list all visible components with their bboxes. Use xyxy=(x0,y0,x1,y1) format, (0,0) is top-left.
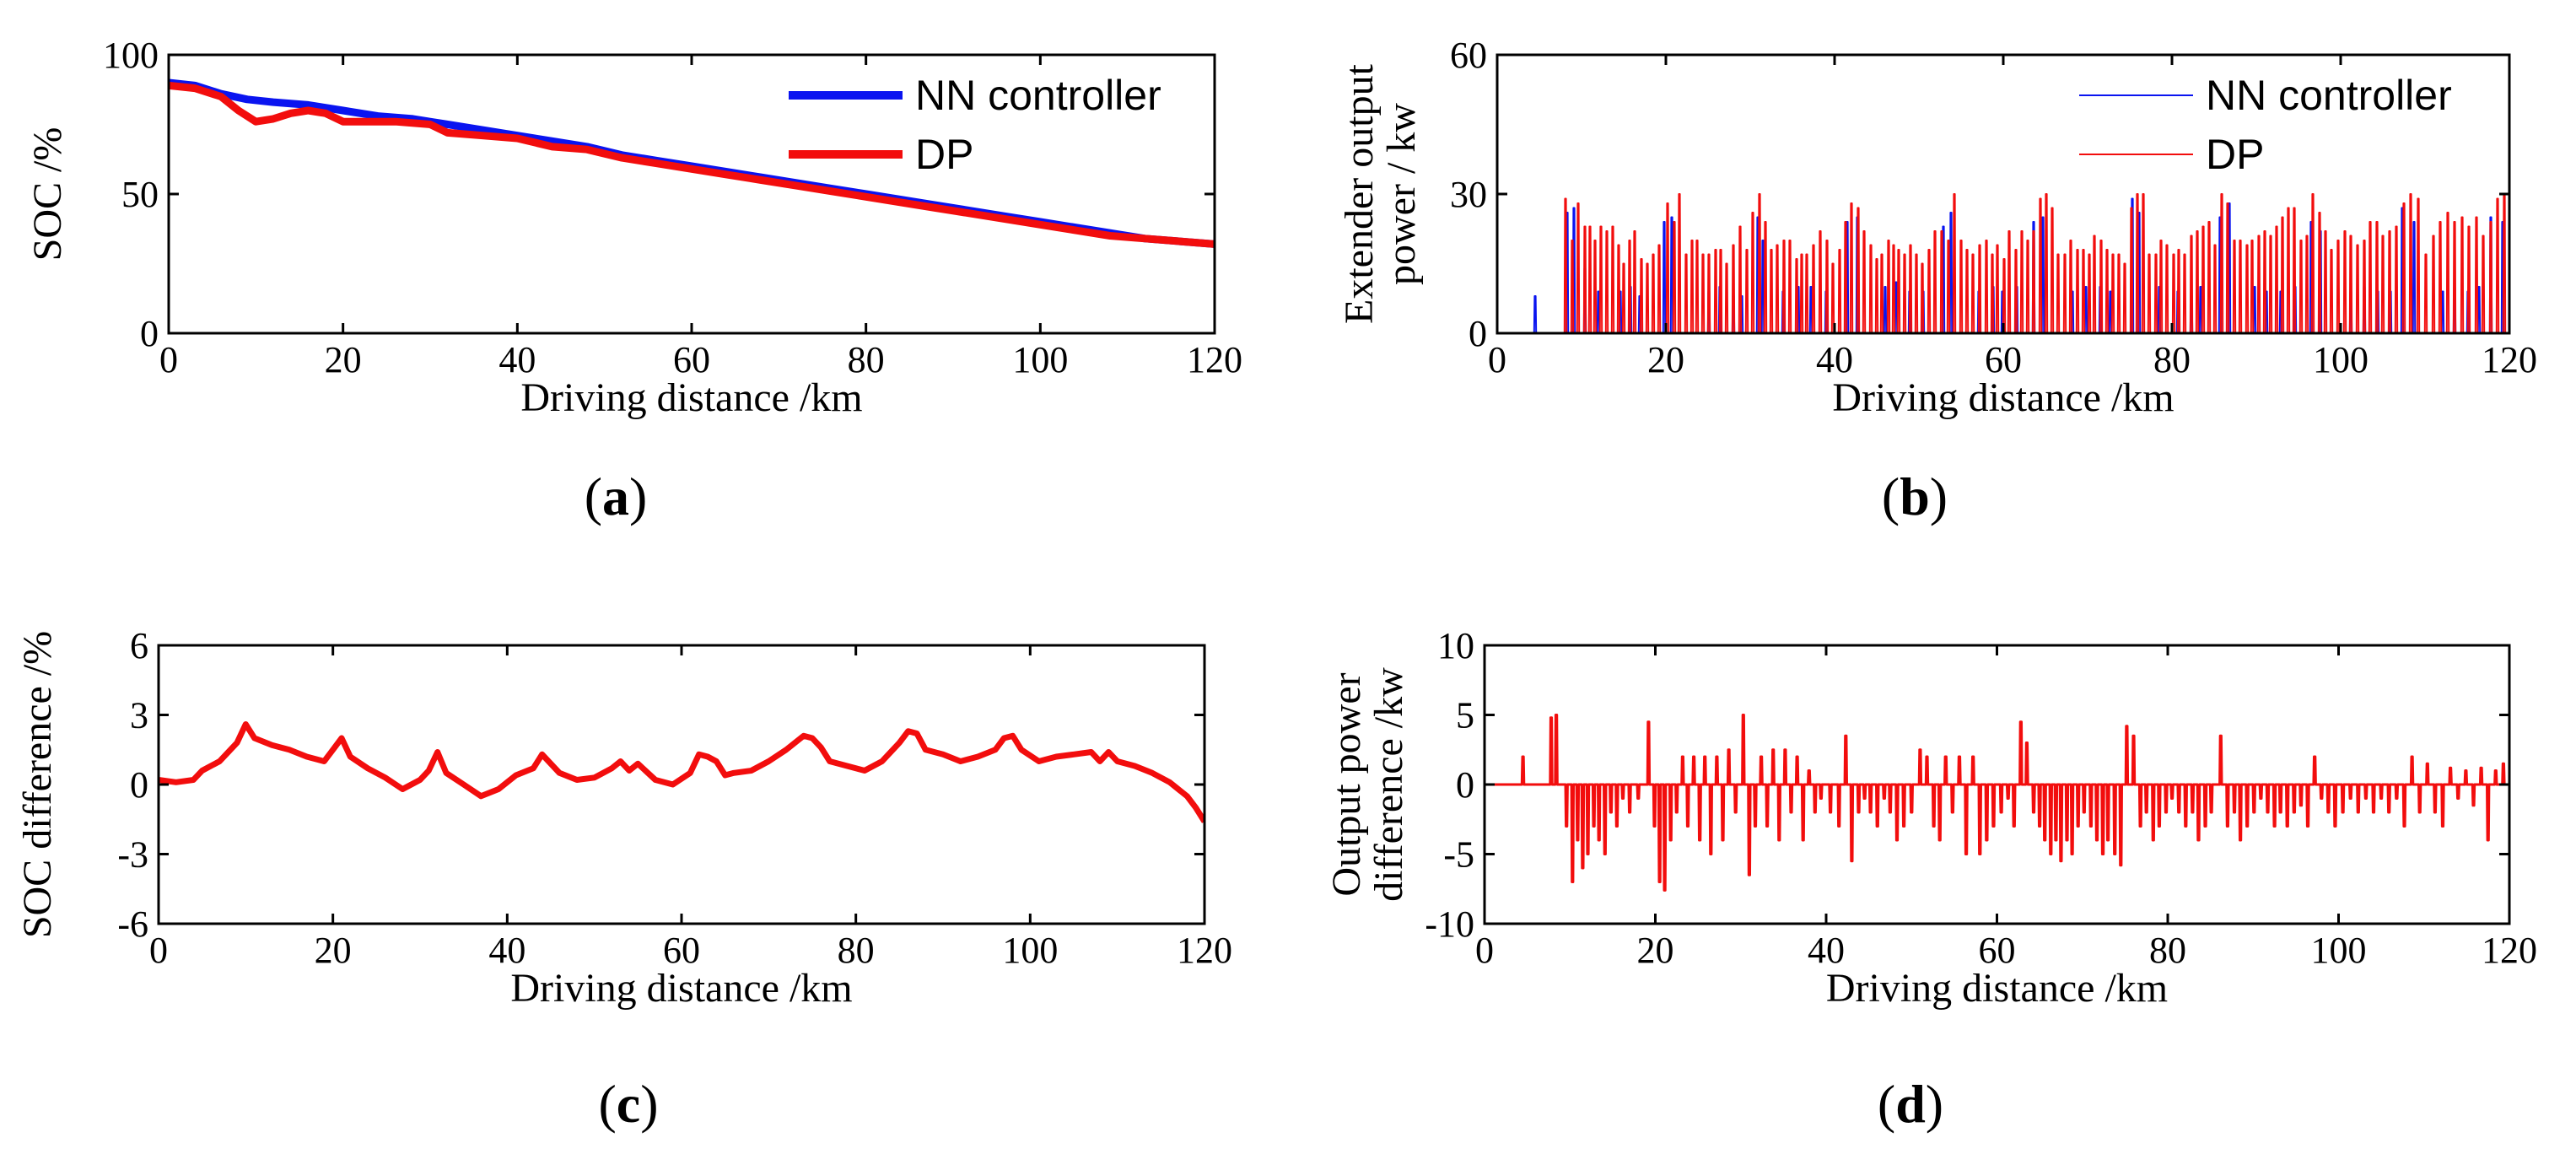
y-tick-label: 3 xyxy=(130,695,148,736)
x-tick-label: 0 xyxy=(159,339,178,380)
series-c-soc-difference xyxy=(159,721,1204,823)
x-tick-label: 20 xyxy=(325,339,362,380)
x-tick-label: 0 xyxy=(1475,930,1494,971)
x-tick-label: 40 xyxy=(1816,339,1853,380)
x-tick-label: 40 xyxy=(1808,930,1845,971)
y-tick-label: -5 xyxy=(1443,834,1474,876)
y-tick-label: 10 xyxy=(1437,625,1474,666)
x-tick-label: 120 xyxy=(2482,930,2537,971)
x-tick-label: 40 xyxy=(498,339,536,380)
y-axis-label: power / kw xyxy=(1379,103,1424,285)
y-axis-label: SOC /% xyxy=(25,127,70,262)
x-axis-label: Driving distance /km xyxy=(520,375,862,420)
legend-label: DP xyxy=(915,131,973,178)
series-d-output-power-difference xyxy=(1485,714,2509,892)
panel-c: 0 20 40 60 80 100 120 -6 -3 0 3 6 Driving distance /… xyxy=(15,625,1232,1134)
panel-caption-b: (b) xyxy=(1882,466,1948,526)
x-tick-label: 0 xyxy=(1488,339,1506,380)
x-tick-label: 40 xyxy=(488,930,525,971)
panel-letter: d xyxy=(1895,1074,1926,1134)
x-tick-label: 80 xyxy=(2153,339,2191,380)
x-tick-label: 100 xyxy=(2313,339,2369,380)
x-tick-label: 60 xyxy=(673,339,710,380)
x-tick-label: 80 xyxy=(838,930,875,971)
y-axis-label: Extender output xyxy=(1337,63,1382,324)
y-tick-label: 0 xyxy=(1469,313,1487,354)
x-tick-label: 60 xyxy=(1979,930,2016,971)
series-line xyxy=(1497,193,2509,333)
y-tick-label: 0 xyxy=(1456,764,1474,806)
x-tick-label: 100 xyxy=(1002,930,1058,971)
y-tick-label: -10 xyxy=(1425,903,1474,945)
x-tick-label: 20 xyxy=(1647,339,1684,380)
x-tick-label: 0 xyxy=(149,930,168,971)
x-tick-label: 80 xyxy=(2149,930,2186,971)
x-tick-label: 60 xyxy=(663,930,700,971)
y-tick-label: 6 xyxy=(130,625,148,666)
y-tick-label: -3 xyxy=(117,834,148,876)
x-axis-label: Driving distance /km xyxy=(1826,966,2168,1011)
panel-caption-c: (c) xyxy=(598,1074,658,1134)
y-tick-label: 0 xyxy=(130,764,148,806)
y-tick-label: 30 xyxy=(1450,174,1487,215)
panel-d: 0 20 40 60 80 100 120 -10 -5 0 5 10 Driving distance… xyxy=(1324,625,2537,1134)
y-tick-label: 60 xyxy=(1450,35,1487,76)
panel-caption-d: (d) xyxy=(1878,1074,1943,1134)
series-line xyxy=(159,721,1204,823)
y-tick-label: 5 xyxy=(1456,695,1474,736)
panel-letter: a xyxy=(602,466,629,526)
plot-frame-c xyxy=(157,644,1206,925)
x-tick-label: 60 xyxy=(1985,339,2022,380)
x-axis-label: Driving distance /km xyxy=(510,966,852,1011)
panel-letter: c xyxy=(617,1074,640,1134)
y-tick-label: -6 xyxy=(117,903,148,945)
legend-label: NN controller xyxy=(2206,72,2452,119)
legend-label: NN controller xyxy=(915,72,1161,119)
y-axis-label: Output power xyxy=(1324,672,1369,896)
series-line xyxy=(1485,714,2509,892)
x-tick-label: 120 xyxy=(1177,930,1232,971)
x-tick-label: 120 xyxy=(1187,339,1242,380)
series-b-dp xyxy=(1497,193,2509,333)
y-axis-label: difference /kw xyxy=(1366,667,1411,902)
x-tick-label: 100 xyxy=(1012,339,1068,380)
x-tick-label: 100 xyxy=(2311,930,2367,971)
y-tick-label: 0 xyxy=(140,313,159,354)
y-tick-label: 50 xyxy=(121,174,159,215)
x-tick-label: 20 xyxy=(1637,930,1674,971)
x-tick-label: 120 xyxy=(2482,339,2537,380)
panel-letter: b xyxy=(1900,466,1930,526)
legend-label: DP xyxy=(2206,131,2264,178)
series-a-dp xyxy=(169,81,1215,248)
series-line xyxy=(169,81,1215,248)
x-axis-label: Driving distance /km xyxy=(1832,375,2174,420)
panel-a: 0 20 40 60 80 100 120 0 50 100 Driving distance /k… xyxy=(25,35,1242,526)
panel-caption-a: (a) xyxy=(585,466,648,526)
y-axis-label: SOC difference /% xyxy=(15,631,60,938)
x-tick-label: 80 xyxy=(848,339,885,380)
x-tick-label: 20 xyxy=(315,930,352,971)
y-tick-label: 100 xyxy=(103,35,159,76)
